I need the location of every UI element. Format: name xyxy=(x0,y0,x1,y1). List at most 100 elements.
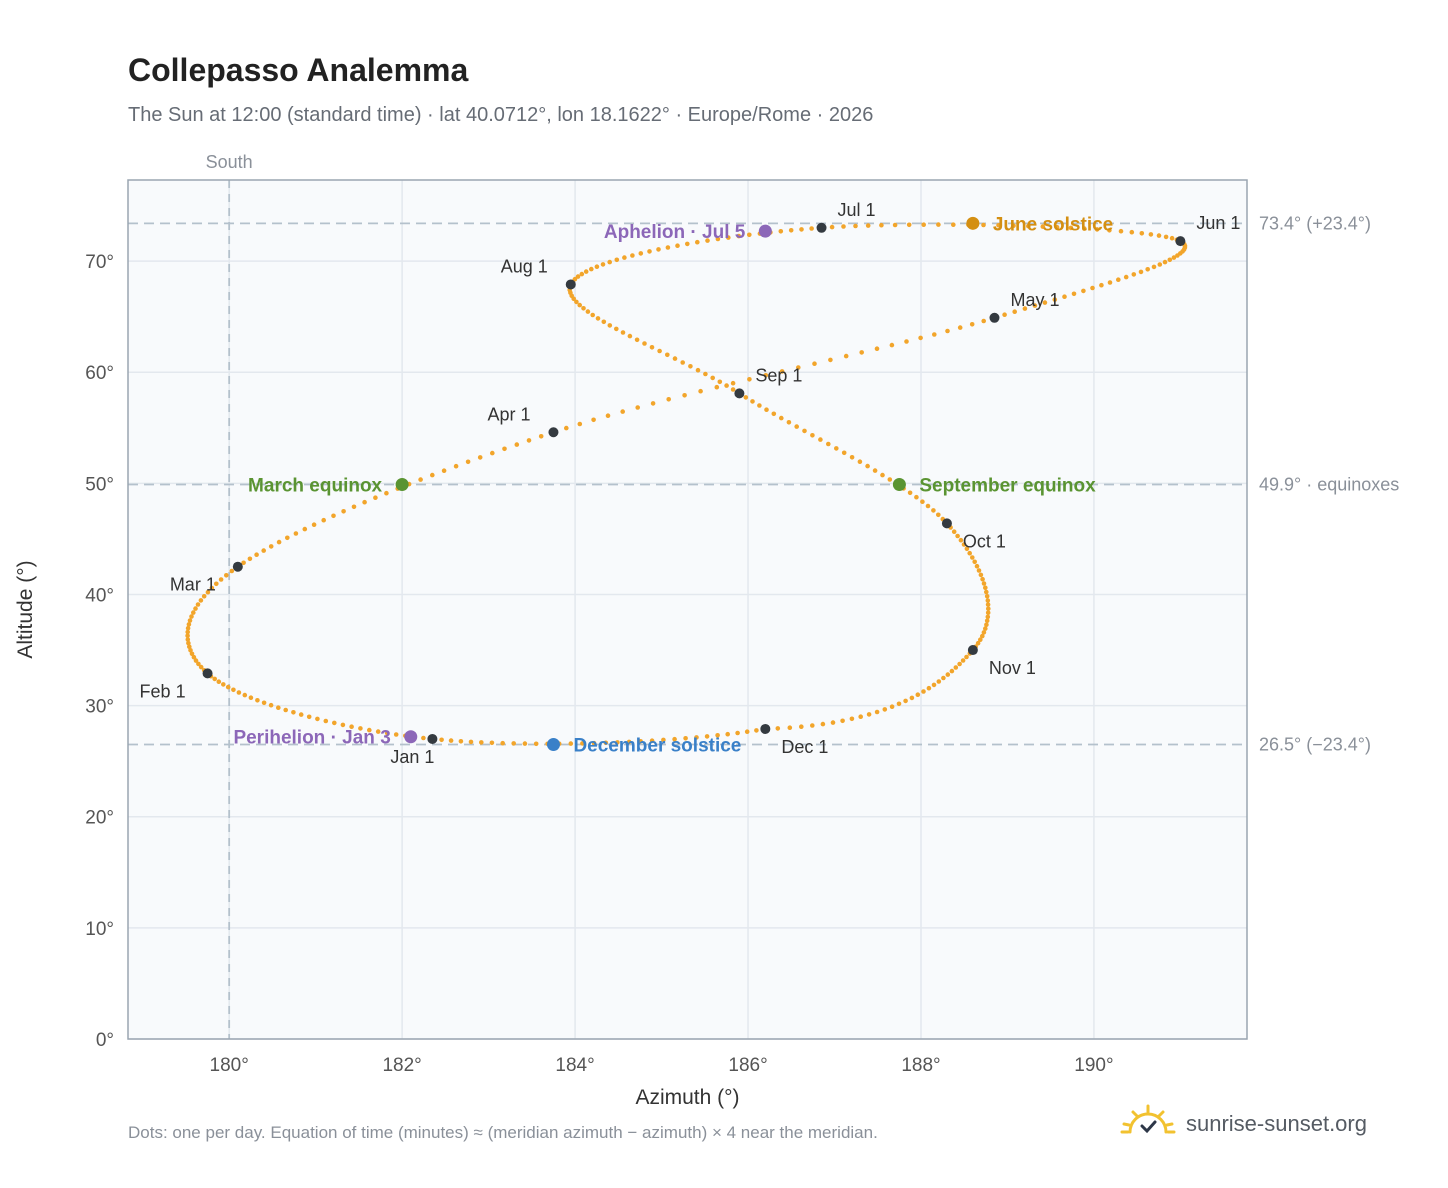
daily-dot xyxy=(951,529,957,534)
daily-dot xyxy=(715,733,720,738)
daily-dot xyxy=(331,513,336,519)
daily-dot xyxy=(810,433,815,438)
daily-dot xyxy=(665,352,670,358)
daily-dot xyxy=(984,618,990,624)
daily-dot xyxy=(976,568,982,573)
chart-footnote: Dots: one per day. Equation of time (min… xyxy=(128,1123,878,1142)
daily-dot xyxy=(581,306,586,311)
daily-dot xyxy=(715,236,721,242)
daily-dot xyxy=(421,735,426,741)
axes: 180° 182° 184° 186° 188° 190° 0° 10° 20° 30° 40° 50… xyxy=(14,252,1114,1109)
daily-dot xyxy=(615,740,620,745)
daily-dot xyxy=(858,714,863,719)
daily-dot xyxy=(502,446,507,452)
daily-dot xyxy=(1129,229,1135,235)
daily-dot xyxy=(268,702,274,708)
daily-dot xyxy=(904,339,909,344)
daily-dot xyxy=(341,509,346,514)
daily-dot xyxy=(468,739,474,745)
daily-dot xyxy=(323,718,329,724)
daily-dot xyxy=(967,550,972,556)
daily-dot xyxy=(575,274,581,279)
daily-dot xyxy=(241,560,246,566)
daily-dot xyxy=(903,698,908,704)
daily-dot xyxy=(717,379,723,385)
daily-dot xyxy=(601,319,607,325)
daily-dot xyxy=(985,602,991,607)
daily-dot xyxy=(1011,223,1016,228)
x-tick-label: 190° xyxy=(1074,1055,1113,1076)
daily-dot xyxy=(865,463,870,469)
daily-dot xyxy=(829,224,835,230)
daily-dot xyxy=(820,721,826,727)
daily-dot xyxy=(879,222,884,228)
daily-dot xyxy=(186,640,191,646)
daily-dot xyxy=(735,730,740,736)
daily-dot xyxy=(465,459,471,465)
y-tick-label: 70° xyxy=(85,252,114,273)
daily-dot xyxy=(799,724,804,729)
month-label: Apr 1 xyxy=(487,404,530,424)
daily-dot xyxy=(276,539,282,545)
daily-dot xyxy=(683,736,688,741)
daily-dot xyxy=(242,692,248,698)
daily-dot xyxy=(961,542,967,547)
daily-dot xyxy=(229,568,235,574)
reference-label: 49.9° · equinoxes xyxy=(1259,474,1399,494)
daily-dot xyxy=(914,494,919,500)
daily-dot xyxy=(978,572,984,578)
daily-dot xyxy=(614,326,619,332)
daily-dot xyxy=(349,724,354,729)
daily-dot xyxy=(198,664,204,670)
month-label: Dec 1 xyxy=(781,737,828,757)
daily-dot xyxy=(1156,233,1162,238)
daily-dot xyxy=(261,548,267,553)
daily-dot xyxy=(1123,274,1129,280)
daily-dot xyxy=(915,692,921,697)
event-label: Aphelion · Jul 5 xyxy=(604,222,746,243)
daily-dot xyxy=(358,726,363,731)
daily-dot xyxy=(828,357,833,363)
daily-dot xyxy=(705,238,710,243)
daily-dot xyxy=(583,269,589,274)
month-marker xyxy=(816,222,827,233)
daily-dot xyxy=(580,741,585,746)
daily-dot xyxy=(195,602,201,607)
y-tick-label: 20° xyxy=(85,808,114,829)
daily-dot xyxy=(726,235,731,240)
daily-dot xyxy=(682,393,687,398)
daily-dot xyxy=(187,618,193,623)
daily-dot xyxy=(1032,303,1038,308)
brand-logo[interactable]: sunrise-sunset.org xyxy=(1120,1104,1367,1144)
reference-label: 26.5° (−23.4°) xyxy=(1259,735,1371,755)
daily-dot xyxy=(591,740,597,746)
daily-dot xyxy=(231,687,236,693)
daily-dot xyxy=(564,425,569,431)
daily-dot xyxy=(384,490,389,496)
daily-dot xyxy=(585,309,591,314)
daily-dot xyxy=(972,559,977,565)
daily-dot xyxy=(189,614,194,619)
daily-dot xyxy=(298,712,304,717)
month-label: Aug 1 xyxy=(501,256,548,276)
daily-dot xyxy=(957,661,962,667)
daily-dot xyxy=(283,707,289,713)
daily-dot xyxy=(600,262,606,267)
month-label: May 1 xyxy=(1010,290,1059,310)
daily-dot xyxy=(981,630,987,635)
daily-dot xyxy=(1068,225,1074,231)
event-label: September equinox xyxy=(919,475,1096,496)
daily-dot xyxy=(750,399,755,404)
x-tick-label: 184° xyxy=(555,1055,594,1076)
daily-dot xyxy=(224,573,229,578)
daily-dot xyxy=(595,316,601,321)
daily-dot xyxy=(710,375,715,381)
daily-dot xyxy=(214,581,219,587)
daily-dot xyxy=(321,517,327,523)
daily-dot xyxy=(926,685,932,691)
daily-dot xyxy=(672,736,677,742)
daily-dot xyxy=(1054,224,1060,230)
month-label: Jun 1 xyxy=(1196,213,1240,233)
daily-dot xyxy=(857,459,863,465)
